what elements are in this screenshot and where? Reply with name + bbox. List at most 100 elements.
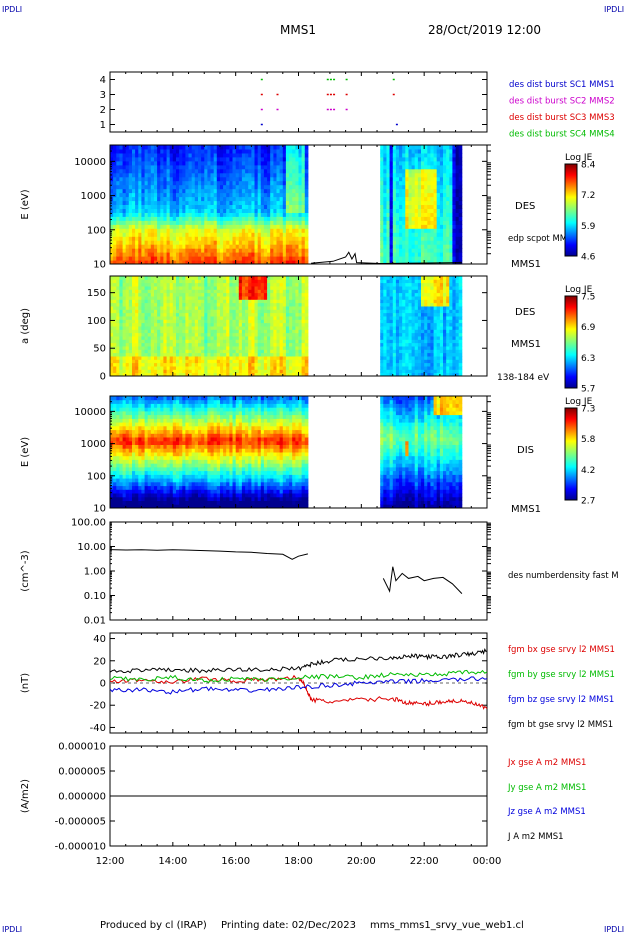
des_energy-cell	[414, 145, 419, 150]
des_energy-cell	[427, 145, 431, 150]
des_energy-cell	[383, 232, 387, 237]
des_energy-cell	[110, 204, 114, 209]
des_pitch-cell	[147, 356, 152, 360]
des_energy-cell	[411, 248, 416, 253]
des_pitch-cell	[251, 369, 255, 374]
des_pitch-cell	[204, 316, 208, 320]
des_energy-cell	[386, 248, 391, 253]
des_energy-cell	[389, 180, 394, 186]
des_pitch-cell	[194, 329, 199, 334]
des_energy-cell	[128, 172, 133, 178]
des_pitch-cell	[223, 276, 227, 280]
des_energy-cell	[122, 156, 127, 162]
des_pitch-cell	[386, 326, 391, 330]
des_pitch-cell	[254, 299, 259, 304]
des_energy-cell	[301, 256, 306, 261]
des_energy-cell	[386, 168, 391, 174]
des_energy-cell	[179, 236, 183, 241]
des_energy-cell	[229, 160, 233, 166]
des_energy-cell	[433, 145, 438, 150]
des_pitch-cell	[160, 289, 164, 294]
legend-2: des dist burst SC2 MMS2	[509, 97, 615, 107]
des_energy-cell	[150, 156, 155, 162]
burst-marker	[345, 108, 348, 111]
des_pitch-cell	[386, 349, 391, 354]
des_pitch-cell	[304, 362, 309, 367]
des_energy-cell	[380, 208, 384, 213]
des_energy-cell	[289, 204, 293, 209]
des_pitch-cell	[304, 286, 309, 290]
des_energy-cell	[238, 248, 243, 253]
des_pitch-cell	[295, 336, 299, 340]
des_energy-cell	[135, 168, 139, 174]
des_pitch-cell	[194, 339, 199, 344]
des_pitch-cell	[116, 366, 120, 370]
des_energy-cell	[424, 252, 428, 257]
des_energy-cell	[160, 176, 164, 182]
des_pitch-cell	[226, 352, 230, 357]
des_energy-cell	[207, 228, 211, 233]
des_pitch-cell	[169, 282, 174, 287]
des_energy-cell	[449, 200, 453, 205]
des_pitch-cell	[241, 286, 246, 290]
des_pitch-cell	[260, 352, 265, 357]
des_energy-cell	[455, 192, 460, 198]
des_energy-cell	[436, 156, 441, 162]
des_energy-cell	[282, 244, 287, 249]
des_pitch-cell	[138, 356, 142, 360]
des_energy-cell	[430, 224, 434, 229]
des_pitch-cell	[172, 312, 177, 317]
des_energy-cell	[408, 240, 413, 245]
des_energy-cell	[251, 260, 255, 265]
des_pitch-cell	[229, 362, 233, 367]
des_energy-cell	[245, 212, 249, 217]
des_energy-cell	[176, 256, 180, 261]
des_energy-cell	[443, 196, 447, 202]
des_pitch-cell	[116, 282, 120, 287]
des_pitch-cell	[301, 362, 306, 367]
des_pitch-cell	[235, 312, 240, 317]
des_energy-cell	[386, 220, 391, 225]
des_energy-cell	[185, 224, 189, 229]
des_energy-cell	[185, 149, 189, 154]
des_energy-cell	[245, 176, 249, 182]
des_energy-cell	[414, 180, 419, 186]
des_energy-cell	[389, 252, 394, 257]
des_energy-cell	[267, 228, 271, 233]
des_pitch-cell	[201, 312, 205, 317]
des_energy-cell	[229, 244, 233, 249]
des_pitch-cell	[138, 336, 142, 340]
des_energy-cell	[119, 145, 123, 150]
des_pitch-cell	[289, 279, 293, 284]
des_energy-cell	[169, 172, 174, 178]
des_energy-cell	[289, 172, 293, 178]
des_pitch-cell	[201, 326, 205, 330]
des_energy-cell	[198, 212, 202, 217]
des_pitch-cell	[172, 299, 177, 304]
des_pitch-cell	[276, 369, 281, 374]
des_pitch-cell	[254, 356, 259, 360]
des_pitch-cell	[122, 339, 127, 344]
des_pitch-cell	[154, 332, 158, 337]
des_energy-cell	[229, 196, 233, 202]
des_energy-cell	[188, 240, 193, 245]
burst-ytick-label: 4	[100, 75, 106, 86]
des_energy-cell	[263, 224, 268, 229]
des_energy-cell	[172, 216, 177, 221]
des_pitch-cell	[402, 369, 406, 374]
des_pitch-cell	[204, 366, 208, 370]
des_energy-cell	[207, 188, 211, 194]
des_energy-cell	[301, 252, 306, 257]
des_pitch-cell	[257, 286, 262, 290]
des_pitch-cell	[389, 289, 394, 294]
des_pitch-cell	[141, 342, 145, 347]
des_energy-cell	[405, 228, 409, 233]
des_pitch-cell	[110, 369, 114, 374]
des_pitch-cell	[399, 372, 403, 377]
des_pitch-cell	[207, 282, 211, 287]
des_energy-cell	[270, 212, 274, 217]
des_energy-cell	[147, 160, 152, 166]
des_pitch-cell	[399, 342, 403, 347]
des_energy-cell	[289, 188, 293, 194]
des_energy-cell	[226, 160, 230, 166]
